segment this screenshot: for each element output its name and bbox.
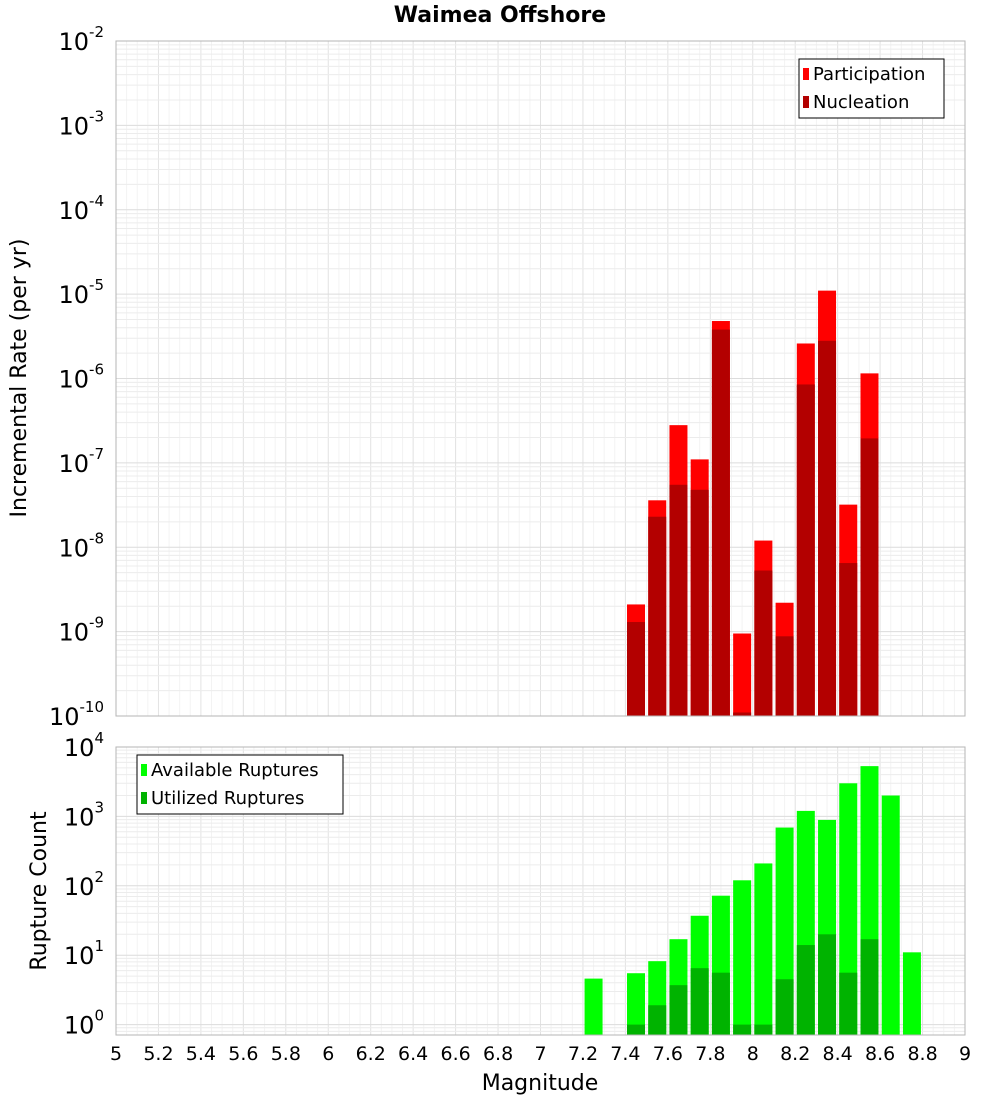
y-tick-label: 103 [64,798,104,831]
bar-utilized-ruptures [860,939,879,1035]
x-tick-label: 9 [959,1043,971,1065]
bar-utilized-ruptures [627,1024,646,1035]
legend: Available Ruptures Utilized Ruptures [136,754,344,815]
bar-participation [733,633,752,716]
legend: Participation Nucleation [798,58,945,119]
rate-panel: 10-10 10-9 10-8 10-7 10-6 10-5 10-4 10-3 10-2 Par… [49,23,966,731]
x-tick-label: 6.8 [483,1043,513,1065]
bar-nucleation [690,489,709,716]
bar-nucleation [648,516,667,716]
x-tick-label: 8.6 [865,1043,895,1065]
bar-utilized-ruptures [818,934,837,1035]
x-tick-label: 7.2 [568,1043,598,1065]
y-tick-label: 10-2 [58,23,104,56]
rate-axis-label: Incremental Rate (per yr) [7,239,32,518]
bar-available-ruptures [881,795,900,1035]
x-tick-label: 6.4 [398,1043,428,1065]
x-tick-label: 8 [747,1043,759,1065]
y-tick-label: 100 [64,1007,104,1040]
legend-label: Nucleation [813,92,909,113]
legend-box [136,754,344,815]
x-axis-label: Magnitude [482,1071,599,1096]
legend-box [798,58,945,119]
x-tick-label: 8.8 [907,1043,937,1065]
bar-nucleation [733,712,752,716]
bar-utilized-ruptures [648,1005,667,1035]
x-tick-label: 5.2 [143,1043,173,1065]
plot-frame [115,746,966,1036]
y-tick-label: 10-10 [49,698,104,731]
bar-utilized-ruptures [796,945,815,1035]
bar-nucleation [627,622,646,716]
bar-nucleation [669,484,688,716]
y-tick-label: 10-9 [58,614,104,647]
bar-utilized-ruptures [754,1024,773,1035]
x-tick-label: 6 [322,1043,334,1065]
bar-utilized-ruptures [733,1024,752,1035]
bar-available-ruptures [754,863,773,1035]
y-tick-label: 101 [64,937,104,970]
legend-swatch [803,96,809,108]
bar-nucleation [860,438,879,716]
y-tick-label: 10-6 [58,361,104,394]
bar-available-ruptures [839,783,858,1035]
bar-utilized-ruptures [669,985,688,1035]
x-tick-label: 5.6 [228,1043,258,1065]
x-tick-label: 8.4 [823,1043,853,1065]
y-tick-label: 10-4 [58,192,104,225]
y-tick-label: 104 [64,729,104,762]
bar-utilized-ruptures [690,968,709,1035]
bar-available-ruptures [902,952,921,1035]
bar-utilized-ruptures [711,972,730,1035]
x-tick-label: 7.4 [610,1043,640,1065]
count-axis-label: Rupture Count [27,811,52,971]
x-tick-label: 7 [534,1043,546,1065]
x-tick-label: 5.8 [271,1043,301,1065]
bar-nucleation [818,340,837,716]
legend-swatch [803,68,809,80]
x-tick-label: 6.6 [440,1043,470,1065]
bar-nucleation [775,636,794,716]
x-tick-label: 5.4 [186,1043,216,1065]
x-tick-label: 6.2 [356,1043,386,1065]
y-tick-label: 10-8 [58,529,104,562]
legend-swatch [141,792,147,804]
y-tick-label: 10-7 [58,445,104,478]
bar-nucleation [796,384,815,716]
x-tick-label: 7.6 [653,1043,683,1065]
x-tick-label: 7.8 [695,1043,725,1065]
magnitude-axis: 5 5.2 5.4 5.6 5.8 6 6.2 6.4 6.6 6.8 7 7.2 7.4 7.6 7.8 8… [110,1043,971,1065]
x-tick-label: 5 [110,1043,122,1065]
plot-frame [115,40,966,717]
legend-label: Utilized Ruptures [151,788,304,809]
legend-label: Participation [813,64,925,85]
bar-available-ruptures [584,978,603,1035]
bar-available-ruptures [733,880,752,1035]
legend-label: Available Ruptures [151,760,319,781]
legend-swatch [141,764,147,776]
chart-title: Waimea Offshore [394,3,606,28]
bar-nucleation [711,329,730,716]
bar-utilized-ruptures [775,979,794,1035]
bar-utilized-ruptures [839,972,858,1035]
y-tick-label: 10-5 [58,276,104,309]
bar-nucleation [754,570,773,716]
y-tick-label: 102 [64,868,104,901]
bar-available-ruptures [627,973,646,1035]
count-panel: 100 101 102 103 104 Available Ruptures Utilize… [64,729,966,1040]
x-tick-label: 8.2 [780,1043,810,1065]
y-tick-label: 10-3 [58,107,104,140]
bar-nucleation [839,563,858,716]
